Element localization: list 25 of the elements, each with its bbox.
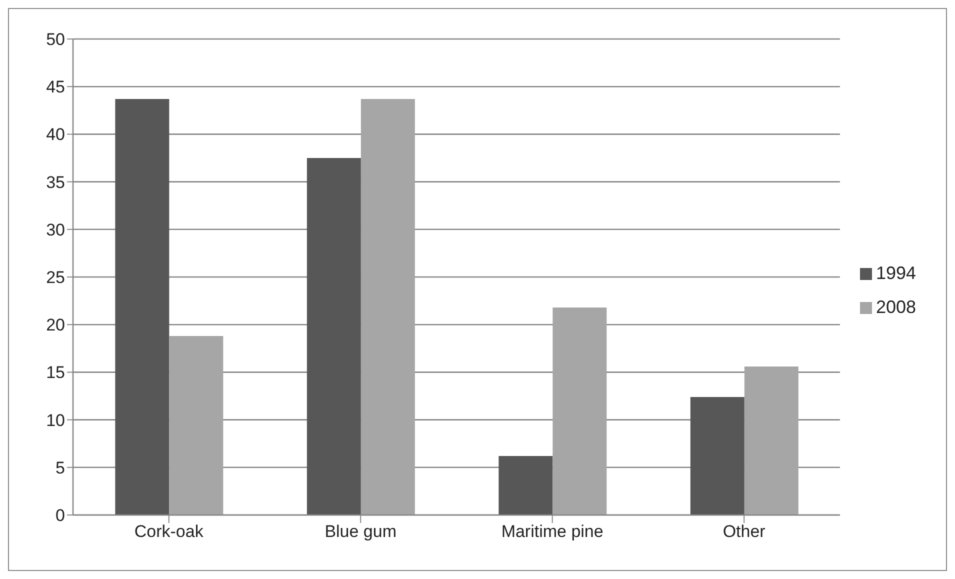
- y-tick-label: 0: [56, 506, 65, 526]
- y-tick-label: 50: [46, 30, 65, 50]
- bar: [498, 456, 553, 515]
- y-tick-label: 15: [46, 363, 65, 382]
- bar: [690, 396, 744, 515]
- bar: [552, 307, 607, 515]
- y-tick-label: 30: [46, 220, 65, 240]
- y-tick-label: 40: [46, 125, 65, 144]
- legend-label: 1994: [876, 262, 916, 282]
- bar: [169, 336, 224, 515]
- x-tick-label: Cork-oak: [134, 522, 204, 542]
- bar: [360, 98, 415, 515]
- legend-label: 2008: [876, 296, 916, 316]
- bar: [744, 366, 798, 515]
- bar: [115, 98, 170, 515]
- x-tick-label: Blue gum: [324, 522, 397, 542]
- bar: [306, 158, 361, 515]
- y-tick-label: 20: [46, 316, 65, 335]
- y-tick-label: 5: [56, 458, 65, 478]
- y-tick-label: 45: [46, 78, 65, 97]
- x-tick-label: Maritime pine: [501, 522, 604, 542]
- y-tick-label: 25: [46, 268, 65, 288]
- y-tick-label: 35: [46, 172, 65, 192]
- y-tick-label: 10: [46, 410, 65, 430]
- x-tick-label: Other: [722, 522, 766, 542]
